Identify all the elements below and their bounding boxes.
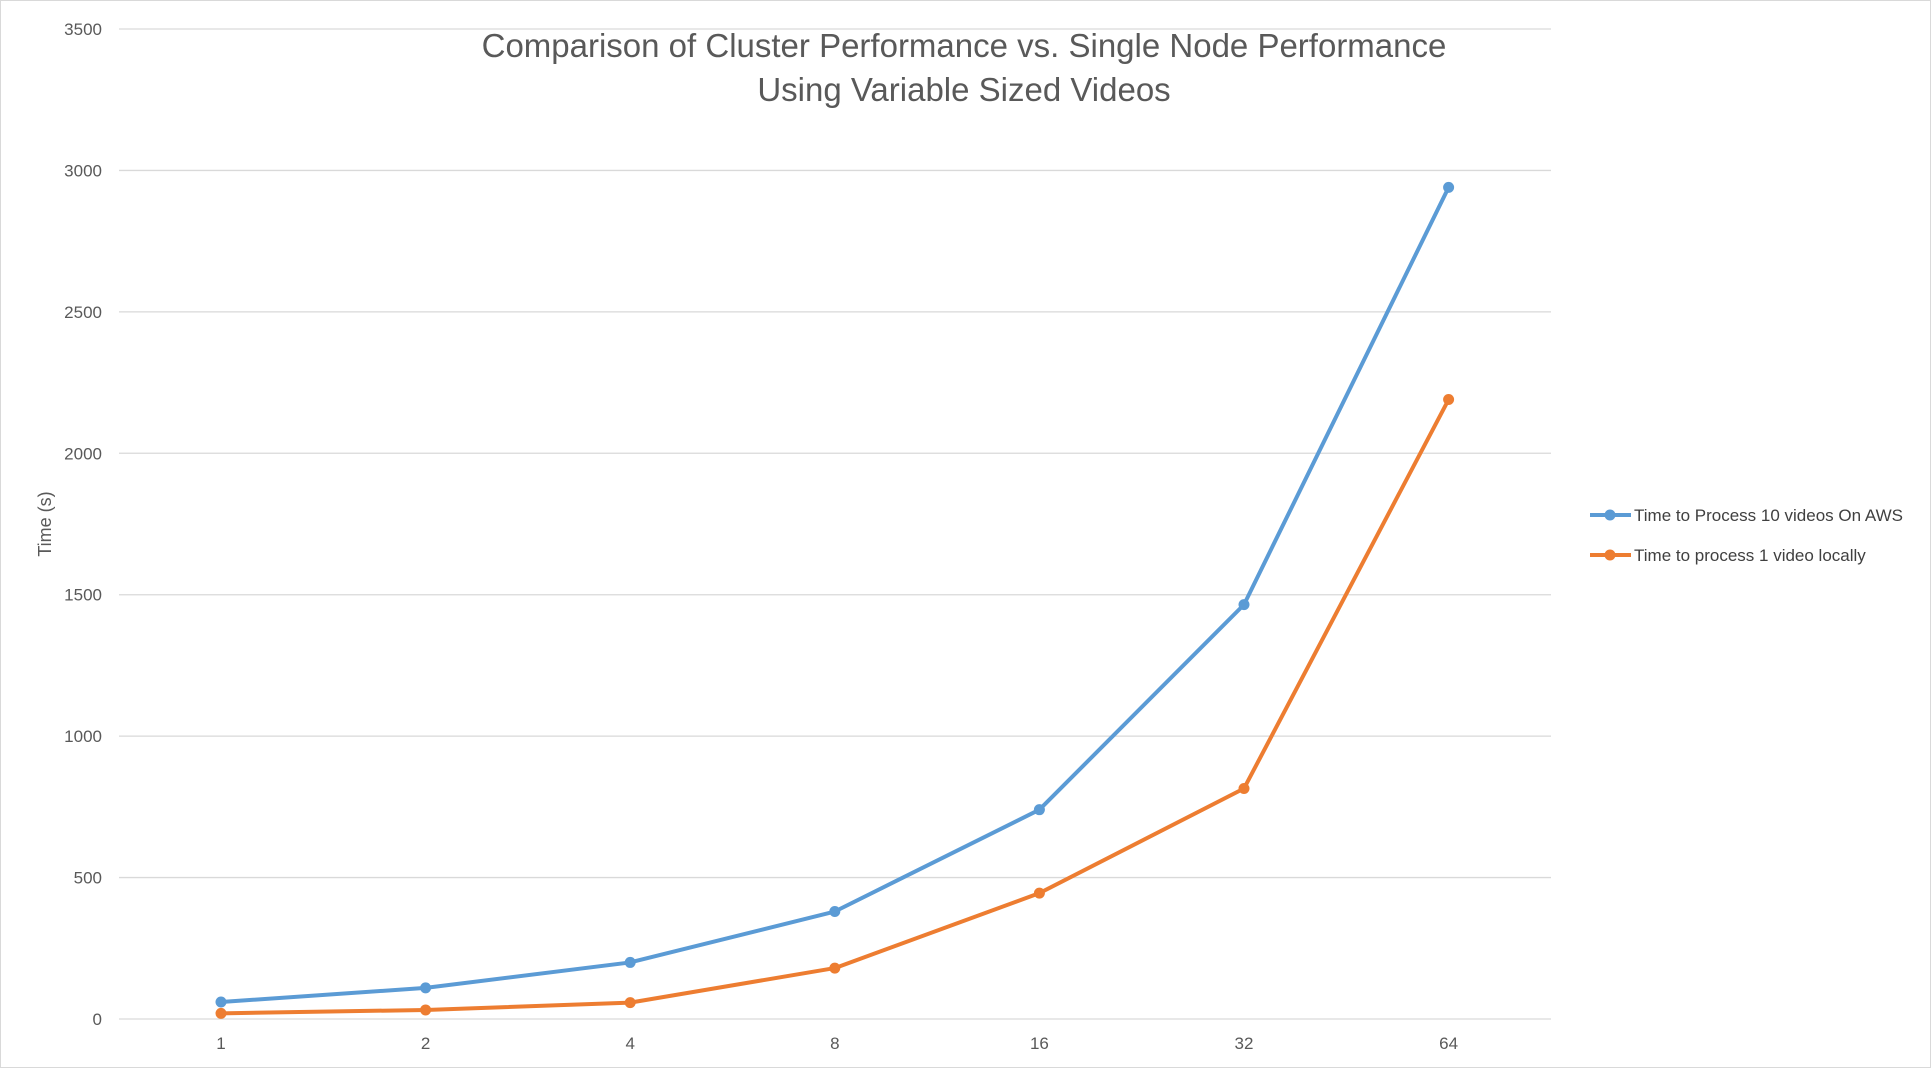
data-point [1238, 782, 1250, 794]
x-tick-label: 16 [1030, 1034, 1049, 1053]
data-point [1033, 887, 1045, 899]
data-point [1033, 804, 1045, 816]
data-point [624, 997, 636, 1009]
x-tick-label: 2 [421, 1034, 430, 1053]
chart-title-line-2: Using Variable Sized Videos [757, 71, 1170, 108]
data-point [215, 996, 227, 1008]
legend-item: Time to process 1 video locally [1590, 546, 1866, 565]
x-tick-label: 64 [1439, 1034, 1458, 1053]
legend-label: Time to Process 10 videos On AWS [1634, 506, 1903, 525]
legend-marker [1604, 549, 1616, 561]
x-axis-ticks: 1 2 4 8 16 32 64 [216, 1034, 1458, 1053]
y-tick-label: 1500 [64, 586, 102, 605]
y-tick-label: 500 [74, 869, 102, 888]
series-lines [215, 181, 1455, 1019]
series-line [219, 397, 1451, 1016]
y-tick-label: 3500 [64, 20, 102, 39]
x-tick-label: 32 [1235, 1034, 1254, 1053]
y-axis-ticks: 0 500 1000 1500 2000 2500 3000 3500 [64, 20, 102, 1029]
chart-title-line-1: Comparison of Cluster Performance vs. Si… [482, 27, 1447, 64]
x-tick-label: 8 [830, 1034, 839, 1053]
legend-item: Time to Process 10 videos On AWS [1590, 506, 1903, 525]
data-point [1443, 181, 1455, 193]
series-0 [215, 181, 1455, 1008]
y-axis-title: Time (s) [35, 491, 55, 556]
y-tick-label: 1000 [64, 727, 102, 746]
data-point [624, 956, 636, 968]
x-tick-label: 1 [216, 1034, 225, 1053]
data-point [829, 906, 841, 918]
y-tick-label: 2000 [64, 444, 102, 463]
data-point [1443, 394, 1455, 406]
legend-marker [1604, 509, 1616, 521]
gridlines [119, 28, 1551, 1020]
y-tick-label: 3000 [64, 161, 102, 180]
legend: Time to Process 10 videos On AWS Time to … [1590, 506, 1903, 565]
data-point [420, 1004, 432, 1016]
data-point [829, 962, 841, 974]
data-point [1238, 599, 1250, 611]
y-tick-label: 2500 [64, 303, 102, 322]
data-point [215, 1007, 227, 1019]
chart-title: Comparison of Cluster Performance vs. Si… [482, 27, 1447, 108]
x-tick-label: 4 [625, 1034, 634, 1053]
y-tick-label: 0 [93, 1010, 102, 1029]
data-point [420, 982, 432, 994]
legend-label: Time to process 1 video locally [1634, 546, 1866, 565]
series-1 [215, 394, 1455, 1019]
